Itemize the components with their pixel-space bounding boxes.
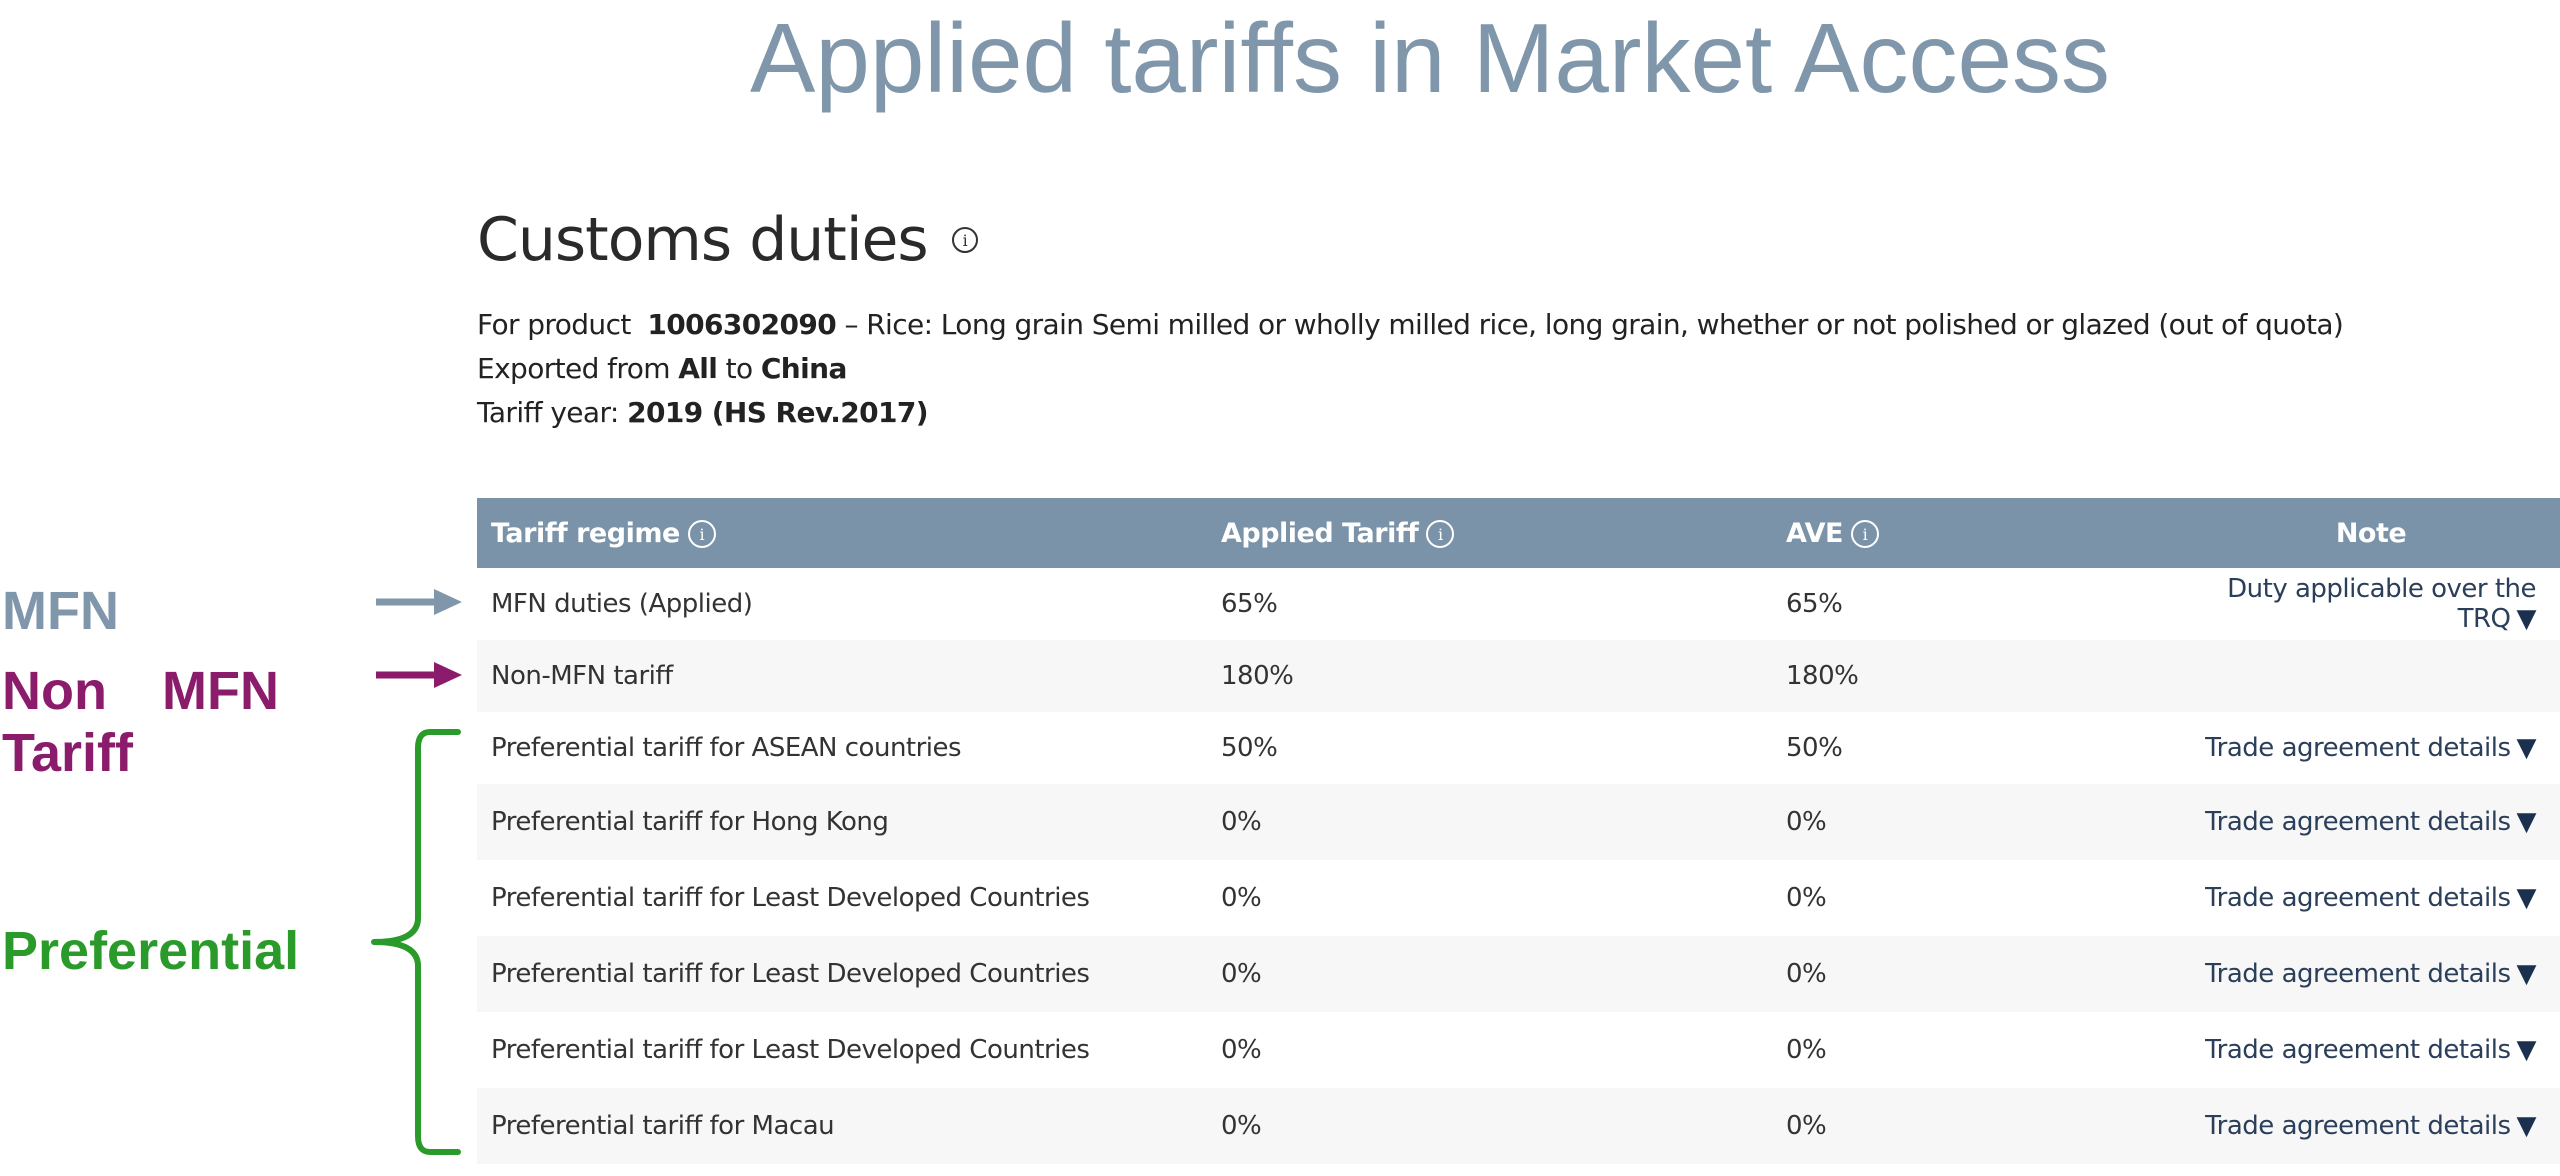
note-link[interactable]: Trade agreement details (2205, 1035, 2511, 1065)
caret-down-icon[interactable]: ▼ (2516, 883, 2537, 913)
mfn-annotation: MFN (2, 581, 119, 641)
customs-duties-panel: Customs duties i For product 1006302090 … (477, 195, 2560, 435)
preferential-annotation: Preferential (2, 921, 300, 981)
regime-cell: Non-MFN tariff (477, 640, 1207, 712)
product-meta: For product 1006302090 – Rice: Long grai… (477, 303, 2560, 435)
applied-cell: 0% (1207, 784, 1772, 860)
slide-title: Applied tariffs in Market Access (750, 3, 2110, 113)
header-applied-tariff: Applied Tariff i (1207, 498, 1772, 568)
regime-cell: Preferential tariff for Hong Kong (477, 784, 1207, 860)
table-row: Preferential tariff for Least Developed … (477, 1012, 2560, 1088)
tariff-year: 2019 (HS Rev.2017) (627, 396, 929, 429)
regime-cell: Preferential tariff for Macau (477, 1088, 1207, 1164)
ave-cell: 65% (1786, 589, 1843, 619)
note-cell: Trade agreement details ▼ (2182, 860, 2560, 936)
caret-down-icon[interactable]: ▼ (2516, 807, 2537, 837)
applied-cell: 0% (1221, 1035, 1262, 1065)
header-note: Note (2182, 498, 2560, 568)
table-row: Preferential tariff for Least Developed … (477, 936, 2560, 1012)
info-icon[interactable]: i (1850, 520, 1879, 548)
header-tariff-regime-label: Tariff regime (491, 517, 680, 549)
mfn-arrow-icon (376, 589, 462, 615)
note-cell: Trade agreement details ▼ (2182, 1012, 2560, 1088)
regime-cell: Preferential tariff for ASEAN countries (491, 733, 962, 763)
applied-cell: 0% (1207, 936, 1772, 1012)
ave-cell: 50% (1786, 733, 1843, 763)
non-mfn-arrow-icon (376, 662, 462, 688)
exported-prefix: Exported from (477, 352, 671, 385)
header-applied-tariff-label: Applied Tariff (1221, 517, 1419, 549)
info-icon[interactable]: i (687, 520, 716, 548)
note-link[interactable]: Trade agreement details (2205, 1111, 2511, 1141)
non-mfn-annotation-line2: Tariff (2, 723, 133, 783)
table-row: Preferential tariff for Hong Kong 0% 0% … (477, 784, 2560, 860)
ave-cell: 180% (1772, 640, 2182, 712)
ave-cell: 0% (1772, 1088, 2182, 1164)
header-tariff-regime: Tariff regime i (477, 498, 1207, 568)
caret-down-icon[interactable]: ▼ (2516, 733, 2537, 763)
note-cell: Trade agreement details ▼ (2182, 936, 2560, 1012)
caret-down-icon[interactable]: ▼ (2516, 604, 2537, 634)
note-cell: Trade agreement details ▼ (2182, 1088, 2560, 1164)
tariff-year-line: Tariff year: 2019 (HS Rev.2017) (477, 391, 2560, 435)
table-row: Preferential tariff for ASEAN countries … (477, 712, 2560, 784)
exported-from: All (678, 352, 718, 385)
regime-cell: Preferential tariff for Least Developed … (491, 883, 1090, 913)
note-link[interactable]: Duty applicable over the TRQ (2227, 574, 2536, 634)
note-cell (2182, 640, 2560, 712)
caret-down-icon[interactable]: ▼ (2516, 1035, 2537, 1065)
table-row: Preferential tariff for Macau 0% 0% Trad… (477, 1088, 2560, 1164)
applied-cell: 0% (1221, 883, 1262, 913)
note-cell: Duty applicable over the TRQ ▼ (2182, 568, 2560, 640)
note-link[interactable]: Trade agreement details (2205, 959, 2511, 989)
applied-cell: 0% (1207, 1088, 1772, 1164)
caret-down-icon[interactable]: ▼ (2516, 959, 2537, 989)
table-row: Preferential tariff for Least Developed … (477, 860, 2560, 936)
header-note-label: Note (2335, 517, 2407, 549)
note-link[interactable]: Trade agreement details (2205, 807, 2511, 837)
preferential-brace-icon (371, 729, 461, 1155)
product-line: For product 1006302090 – Rice: Long grai… (477, 303, 2560, 347)
header-ave-label: AVE (1786, 517, 1843, 549)
header-ave: AVE i (1772, 498, 2182, 568)
table-row: MFN duties (Applied) 65% 65% Duty applic… (477, 568, 2560, 640)
exported-line: Exported from All to China (477, 347, 2560, 391)
product-code: 1006302090 (647, 308, 837, 341)
table-row: Non-MFN tariff 180% 180% (477, 640, 2560, 712)
note-link[interactable]: Trade agreement details (2205, 883, 2511, 913)
ave-cell: 0% (1786, 1035, 1827, 1065)
non-mfn-annotation: Non MFN Tariff (2, 660, 279, 784)
non-mfn-annotation-line1: Non MFN (2, 661, 279, 721)
tariffs-table: Tariff regime i Applied Tariff i AVE i Note… (477, 498, 2560, 1164)
ave-cell: 0% (1772, 936, 2182, 1012)
regime-cell: Preferential tariff for Least Developed … (491, 1035, 1090, 1065)
applied-cell: 65% (1221, 589, 1278, 619)
applied-cell: 50% (1221, 733, 1278, 763)
ave-cell: 0% (1772, 784, 2182, 860)
note-cell: Trade agreement details ▼ (2182, 712, 2560, 784)
tariff-year-prefix: Tariff year: (477, 396, 619, 429)
product-description: – Rice: Long grain Semi milled or wholly… (844, 308, 2344, 341)
info-icon[interactable]: i (951, 227, 978, 253)
regime-cell: Preferential tariff for Least Developed … (477, 936, 1207, 1012)
info-icon[interactable]: i (1426, 520, 1455, 548)
caret-down-icon[interactable]: ▼ (2516, 1111, 2537, 1141)
regime-cell: MFN duties (Applied) (491, 589, 753, 619)
note-cell: Trade agreement details ▼ (2182, 784, 2560, 860)
product-prefix: For product (477, 308, 631, 341)
customs-duties-title: Customs duties (477, 205, 929, 275)
exported-to: China (760, 352, 848, 385)
customs-duties-heading: Customs duties i (477, 195, 2560, 285)
applied-cell: 180% (1207, 640, 1772, 712)
ave-cell: 0% (1786, 883, 1827, 913)
note-link[interactable]: Trade agreement details (2205, 733, 2511, 763)
table-header-row: Tariff regime i Applied Tariff i AVE i Note (477, 498, 2560, 568)
exported-to-word: to (725, 352, 754, 385)
